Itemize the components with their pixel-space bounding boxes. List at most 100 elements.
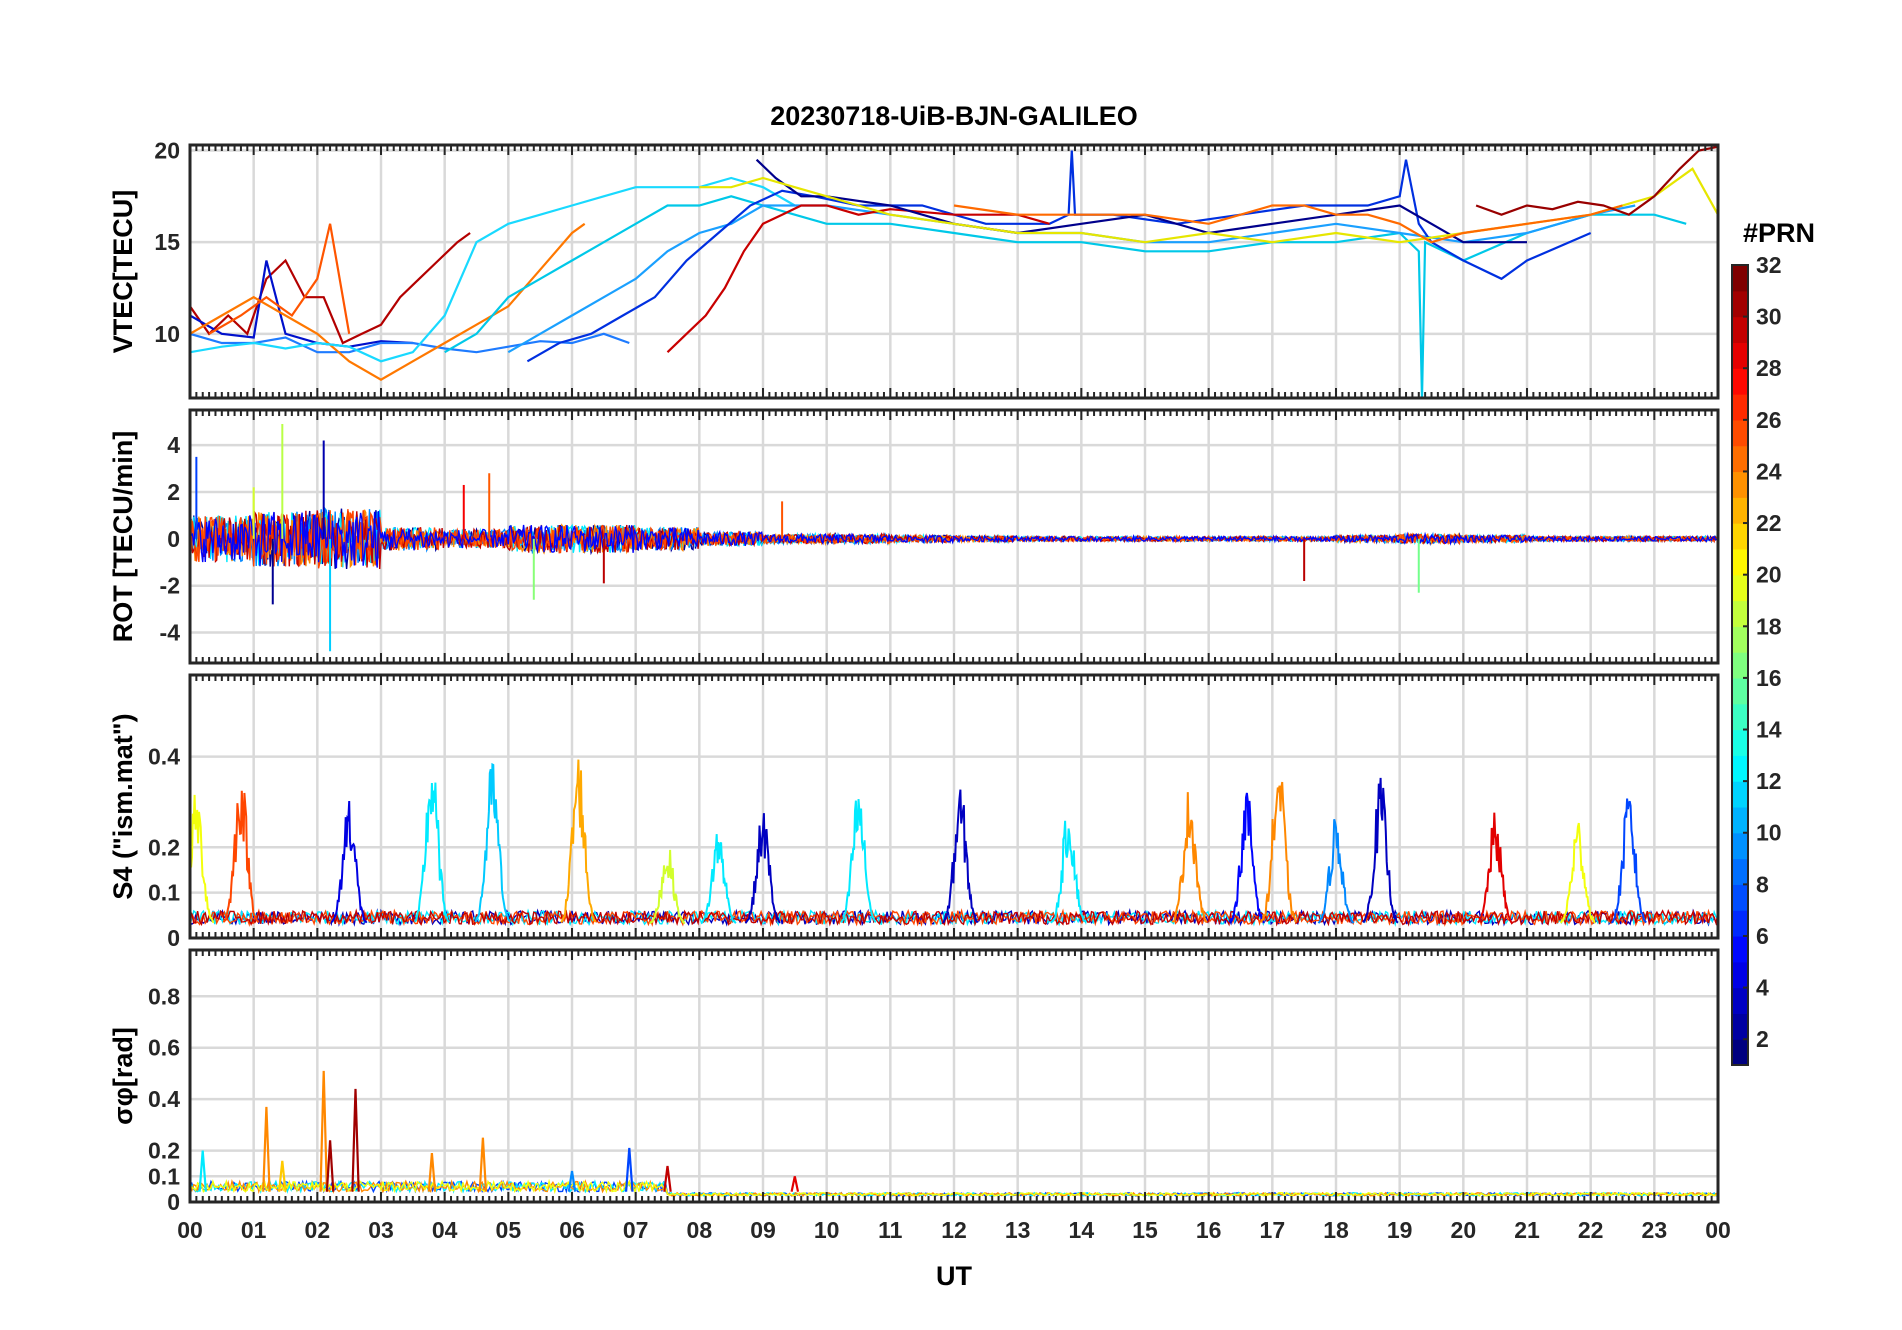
- sigma-spike-prn-12: [198, 1150, 207, 1192]
- x-tick-label: 14: [1069, 1217, 1095, 1243]
- x-tick-label: 12: [941, 1217, 967, 1243]
- s4-burst-prn-19: [649, 849, 686, 925]
- y-axis-label: VTEC[TECU]: [108, 190, 138, 354]
- y-tick-label: 0.6: [148, 1035, 180, 1061]
- y-tick-label: 0: [167, 1189, 180, 1215]
- colorbar-tick-label: 24: [1756, 458, 1782, 484]
- s4-burst-prn-9: [1317, 819, 1355, 924]
- x-axis-label: UT: [936, 1261, 972, 1291]
- x-tick-label: 13: [1005, 1217, 1031, 1243]
- colorbar-segment: [1732, 265, 1748, 292]
- y-axis-label: ROT [TECU/min]: [108, 431, 138, 642]
- y-tick-label: 10: [154, 321, 180, 347]
- s4-burst-prn-29: [1477, 812, 1513, 924]
- s4-burst-prn-20: [190, 794, 215, 924]
- x-tick-label: 11: [878, 1217, 903, 1243]
- colorbar-tick-label: 22: [1756, 510, 1782, 536]
- y-tick-label: -2: [160, 573, 180, 599]
- y-tick-label: 20: [154, 138, 180, 164]
- colorbar-tick-label: 10: [1756, 820, 1782, 846]
- x-tick-label: 10: [814, 1217, 840, 1243]
- series-prn-30: [190, 232, 471, 345]
- sigma-spike-prn-24: [262, 1106, 271, 1192]
- colorbar-segment: [1732, 858, 1748, 885]
- series-prn-26: [208, 223, 351, 335]
- y-tick-label: 15: [154, 229, 180, 255]
- y-tick-label: 0.8: [148, 983, 180, 1009]
- s4-burst-prn-3: [1362, 777, 1399, 924]
- colorbar-segment: [1732, 523, 1748, 550]
- sigma-spike-prn-22: [278, 1160, 287, 1192]
- rot-trace-prn-5: [190, 511, 1718, 569]
- series-prn-5: [526, 150, 1592, 363]
- series-prn-24: [190, 222, 586, 381]
- sigma-spike-prn-29: [790, 1176, 800, 1192]
- x-tick-label: 18: [1323, 1217, 1349, 1243]
- x-tick-label: 05: [496, 1217, 522, 1243]
- y-tick-label: 0.4: [148, 1086, 180, 1112]
- panel-3: 0.4 0.2 0.1 0 S4 ("ism.mat"): [108, 673, 1720, 951]
- y-tick-label: 0.4: [148, 744, 180, 770]
- s4-burst-prn-12: [840, 799, 877, 924]
- colorbar-segment: [1732, 548, 1748, 576]
- colorbar-segment: [1732, 574, 1748, 602]
- x-tick-label: 23: [1642, 1217, 1668, 1243]
- s4-burst-prn-24: [1260, 781, 1298, 924]
- y-tick-label: 0: [167, 925, 180, 951]
- colorbar-tick-label: 28: [1756, 355, 1782, 381]
- y-tick-label: -4: [160, 620, 181, 646]
- colorbar-segment: [1732, 832, 1748, 860]
- x-tick-label: 00: [177, 1217, 203, 1243]
- colorbar-tick-label: 14: [1756, 717, 1782, 743]
- colorbar-segment: [1732, 1013, 1748, 1040]
- y-tick-label: 0.2: [148, 1138, 180, 1164]
- x-tick-label: 00: [1705, 1217, 1731, 1243]
- colorbar-tick-label: 32: [1756, 252, 1782, 278]
- s4-burst-prn-7: [1611, 798, 1647, 924]
- y-tick-label: 4: [167, 432, 180, 458]
- s4-baseline-prn-30: [190, 908, 1718, 927]
- plot-area: [190, 424, 1718, 652]
- sigma-spike-prn-24: [319, 1070, 328, 1192]
- x-tick-label: 01: [241, 1217, 267, 1243]
- s4-burst-prn-12: [1050, 820, 1087, 924]
- colorbar-tick-label: 12: [1756, 768, 1782, 794]
- colorbar-segment: [1732, 961, 1748, 989]
- rot-trace-prn-30: [190, 510, 1718, 570]
- colorbar-segment: [1732, 652, 1748, 679]
- x-tick-label: 22: [1578, 1217, 1604, 1243]
- colorbar-segment: [1732, 497, 1748, 524]
- colorbar-segment: [1732, 342, 1748, 369]
- y-tick-label: 0.1: [148, 880, 180, 906]
- colorbar-label: #PRN: [1743, 218, 1815, 248]
- colorbar-segment: [1732, 884, 1748, 911]
- colorbar-tick-label: 18: [1756, 613, 1782, 639]
- colorbar-segment: [1732, 445, 1748, 473]
- colorbar-segment: [1732, 368, 1748, 395]
- series-prn-10: [507, 204, 1636, 354]
- y-axis-label: S4 ("ism.mat"): [108, 713, 138, 899]
- colorbar-segment: [1732, 910, 1748, 937]
- colorbar-segment: [1732, 703, 1748, 731]
- colorbar-segment: [1732, 394, 1748, 421]
- colorbar-segment: [1732, 600, 1748, 627]
- plot-area: [190, 145, 1718, 398]
- s4-burst-prn-3: [942, 789, 979, 924]
- series-prn-25: [953, 204, 1623, 244]
- colorbar-tick-label: 6: [1756, 923, 1769, 949]
- colorbar-segment: [1732, 290, 1748, 318]
- colorbar: 32 30 28 26 24 22 20 18 16 14 12 10 8 6 4 2: [1731, 252, 1782, 1066]
- x-tick-label: 06: [559, 1217, 585, 1243]
- x-tick-label: 02: [305, 1217, 331, 1243]
- x-tick-label: 07: [623, 1217, 649, 1243]
- colorbar-segment: [1732, 419, 1748, 447]
- x-tick-label: 15: [1132, 1217, 1158, 1243]
- y-tick-label: 2: [167, 479, 180, 505]
- colorbar-tick-label: 2: [1756, 1026, 1769, 1052]
- series-prn-12: [190, 176, 796, 363]
- s4-burst-prn-3: [744, 813, 781, 924]
- s4-burst-prn-11: [474, 762, 511, 923]
- series-prn-31: [1475, 145, 1718, 216]
